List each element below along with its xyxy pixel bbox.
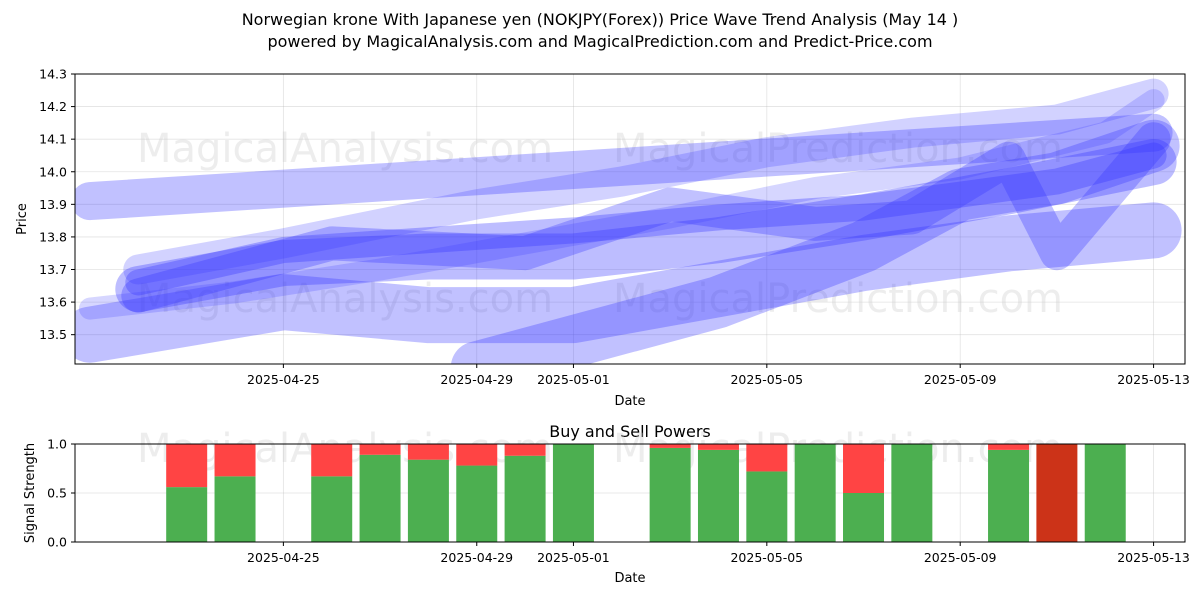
- price-y-tick-label: 14.3: [39, 67, 67, 82]
- price-y-tick-label: 13.9: [39, 197, 67, 212]
- buy-bar: [214, 476, 256, 542]
- price-y-tick-label: 13.8: [39, 229, 67, 244]
- price-x-axis-label: Date: [614, 394, 645, 409]
- buy-bar: [1084, 444, 1126, 542]
- signal-panel: Buy and Sell Powers MagicalAnalysis.com …: [23, 422, 1190, 586]
- price-grid: [75, 73, 1185, 364]
- sell-bar: [504, 444, 546, 456]
- chart-title-line1: Norwegian krone With Japanese yen (NOKJP…: [242, 10, 959, 29]
- price-x-ticks: 2025-04-25 2025-04-29 2025-05-01 2025-05-05…: [247, 364, 1190, 387]
- wave-band: [75, 113, 1173, 221]
- signal-x-tick-label: 2025-04-25: [247, 550, 320, 565]
- wave-band: [75, 202, 1182, 363]
- signal-x-tick-label: 2025-05-05: [730, 550, 803, 565]
- buy-bar: [649, 447, 691, 542]
- wave-band: [123, 78, 1169, 285]
- price-y-tick-label: 14.2: [39, 99, 67, 114]
- buy-bar: [456, 465, 498, 542]
- signal-x-tick-label: 2025-05-13: [1117, 550, 1190, 565]
- wave-band: [79, 89, 1165, 320]
- buy-bar: [794, 444, 836, 542]
- price-y-axis-label: Price: [15, 203, 30, 235]
- sell-bar: [649, 444, 691, 448]
- price-y-tick-label: 13.7: [39, 262, 67, 277]
- signal-y-ticks: 0.0 0.5 1.0: [47, 437, 75, 550]
- sell-bar: [407, 444, 449, 460]
- watermark-analysis-top: MagicalAnalysis.com: [137, 126, 553, 172]
- buy-bar: [359, 454, 401, 542]
- sell-bar: [311, 444, 353, 477]
- buy-bar: [891, 444, 933, 542]
- sell-bar: [988, 444, 1030, 450]
- wave-band: [115, 139, 1177, 313]
- price-plot-frame: [74, 73, 1186, 365]
- price-y-tick-label: 13.6: [39, 295, 67, 310]
- wave-band: [121, 122, 1171, 313]
- signal-bars: [166, 444, 1126, 542]
- sell-bar: [166, 444, 208, 488]
- watermark-prediction-top: MagicalPrediction.com: [613, 126, 1063, 172]
- price-x-tick-label: 2025-04-29: [440, 372, 513, 387]
- buy-bar: [697, 449, 739, 542]
- price-x-tick-label: 2025-05-05: [730, 372, 803, 387]
- signal-x-tick-label: 2025-04-29: [440, 550, 513, 565]
- chart-title-line2: powered by MagicalAnalysis.com and Magic…: [267, 32, 932, 51]
- signal-x-axis-label: Date: [614, 571, 645, 586]
- buy-bar: [166, 487, 208, 542]
- price-x-tick-label: 2025-05-09: [924, 372, 997, 387]
- sell-bar: [214, 444, 256, 477]
- buy-bar: [746, 471, 788, 542]
- sell-bar: [1036, 444, 1078, 542]
- price-y-ticks: 13.5 13.6 13.7 13.8 13.9 14.0 14.1 14.2 14.3: [39, 67, 75, 342]
- sell-bar: [843, 444, 885, 493]
- sell-bar: [456, 444, 498, 466]
- signal-y-tick-label: 0.5: [47, 486, 67, 501]
- sell-bar: [746, 444, 788, 472]
- price-y-tick-label: 14.0: [39, 164, 67, 179]
- signal-x-tick-label: 2025-05-01: [537, 550, 610, 565]
- wave-band: [451, 119, 1180, 364]
- price-y-tick-label: 13.5: [39, 327, 67, 342]
- price-x-tick-label: 2025-05-01: [537, 372, 610, 387]
- signal-y-tick-label: 0.0: [47, 535, 67, 550]
- signal-x-ticks: 2025-04-25 2025-04-29 2025-05-01 2025-05-05…: [247, 542, 1190, 565]
- sell-bar: [697, 444, 739, 450]
- buy-bar: [988, 449, 1030, 542]
- buy-bar: [407, 459, 449, 542]
- signal-y-axis-label: Signal Strength: [23, 443, 38, 543]
- signal-x-tick-label: 2025-05-09: [924, 550, 997, 565]
- price-x-tick-label: 2025-05-13: [1117, 372, 1190, 387]
- price-x-tick-label: 2025-04-25: [247, 372, 320, 387]
- buy-bar: [843, 493, 885, 542]
- sell-bar: [359, 444, 401, 455]
- buy-bar: [311, 476, 353, 542]
- buy-bar: [504, 455, 546, 542]
- price-panel: MagicalAnalysis.com MagicalPrediction.co…: [15, 67, 1190, 410]
- buy-bar: [552, 444, 594, 542]
- signal-y-tick-label: 1.0: [47, 437, 67, 452]
- wave-band: [125, 142, 1167, 296]
- watermark-analysis-mid: MagicalAnalysis.com: [137, 276, 553, 322]
- signal-panel-title: Buy and Sell Powers: [549, 422, 711, 441]
- wave-bands: [75, 78, 1182, 364]
- watermark-prediction-mid: MagicalPrediction.com: [613, 276, 1063, 322]
- price-y-tick-label: 14.1: [39, 132, 67, 147]
- price-watermarks: MagicalAnalysis.com MagicalPrediction.co…: [137, 126, 1063, 322]
